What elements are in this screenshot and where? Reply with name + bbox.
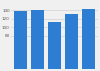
Bar	[82, 9, 95, 69]
Bar	[48, 22, 61, 69]
Bar	[14, 11, 27, 69]
Bar	[65, 14, 78, 69]
Bar	[32, 10, 44, 69]
